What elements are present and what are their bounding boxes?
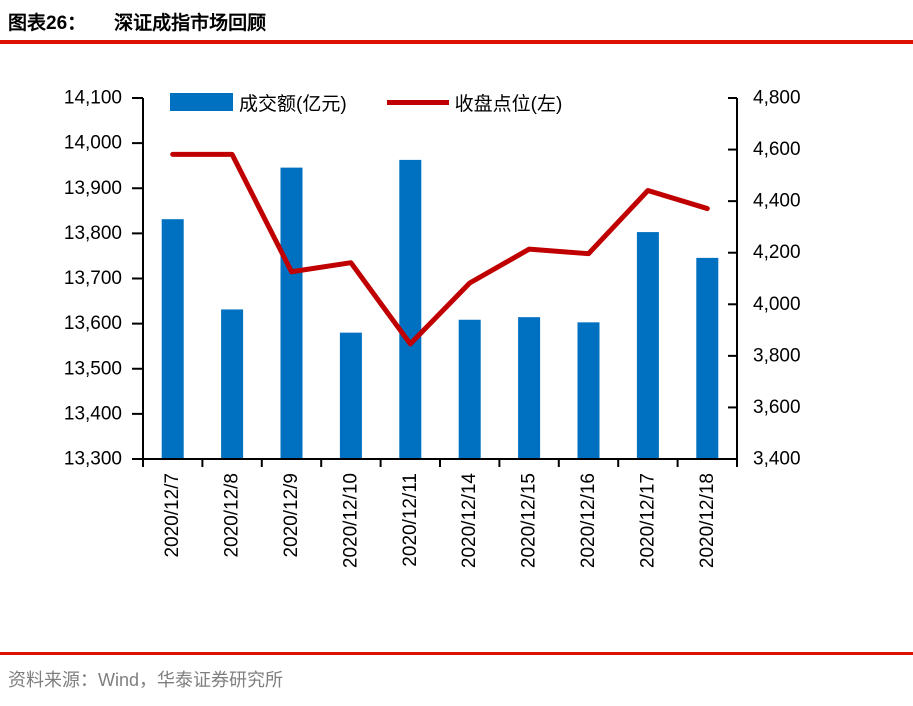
- bar-2020/12/18: [696, 257, 719, 459]
- footer-divider: [0, 652, 913, 655]
- bar-2020/12/15: [518, 317, 541, 459]
- y-left-tick-label: 13,600: [64, 313, 122, 334]
- bar-2020/12/11: [399, 159, 422, 459]
- legend-bar-swatch: [170, 93, 233, 111]
- y-right-tick-label: 4,800: [753, 88, 801, 109]
- y-right-tick-label: 4,000: [753, 294, 801, 315]
- line-series: [170, 151, 710, 347]
- y-right-tick-label: 3,600: [753, 397, 801, 418]
- bar-2020/12/17: [636, 232, 659, 459]
- y-right-tick-label: 4,400: [753, 191, 801, 212]
- x-category-label: 2020/12/9: [281, 473, 302, 558]
- x-category-label: 2020/12/18: [697, 473, 718, 568]
- bar-2020/12/8: [221, 309, 244, 459]
- y-right-tick-label: 4,200: [753, 242, 801, 263]
- figure-title: 图表26： 深证成指市场回顾: [8, 8, 266, 35]
- chart-legend: 成交额(亿元) 收盘点位(左): [170, 86, 562, 118]
- legend-line-label: 收盘点位(左): [454, 93, 563, 115]
- bar-2020/12/9: [280, 167, 303, 459]
- y-right-tick-label: 3,800: [753, 345, 801, 366]
- x-category-label: 2020/12/7: [162, 473, 183, 558]
- bar-2020/12/10: [339, 332, 362, 459]
- bar-2020/12/7: [161, 219, 184, 459]
- y-left-tick-label: 13,700: [64, 268, 122, 289]
- figure-label: 图表26：: [8, 13, 87, 34]
- x-category-label: 2020/12/16: [578, 473, 599, 568]
- y-left-tick-label: 13,500: [64, 358, 122, 379]
- x-category-label: 2020/12/15: [519, 473, 540, 568]
- source-note: 资料来源：Wind，华泰证券研究所: [8, 670, 284, 690]
- y-left-tick-label: 13,300: [64, 449, 122, 470]
- y-right-tick-label: 3,400: [753, 449, 801, 470]
- y-left-tick-label: 14,000: [64, 133, 122, 154]
- legend-bar-label: 成交额(亿元): [239, 93, 347, 115]
- x-category-label: 2020/12/14: [459, 473, 480, 569]
- bar-2020/12/14: [458, 319, 481, 459]
- bar-2020/12/16: [577, 322, 600, 459]
- title-divider: [0, 40, 913, 44]
- x-category-label: 2020/12/17: [637, 473, 658, 568]
- y-right-tick-label: 4,600: [753, 139, 801, 160]
- x-category-label: 2020/12/11: [400, 473, 421, 567]
- y-left-tick-label: 13,400: [64, 403, 122, 424]
- y-left-tick-label: 13,800: [64, 223, 122, 244]
- legend-line-swatch: [386, 99, 449, 105]
- combo-chart: 14,100 14,000 13,900 13,800 13,700 13,600 13,5…: [64, 88, 801, 569]
- figure-title-text: 深证成指市场回顾: [114, 13, 267, 34]
- y-left-tick-label: 13,900: [64, 178, 122, 199]
- x-category-label: 2020/12/10: [340, 473, 361, 568]
- x-category-label: 2020/12/8: [222, 473, 243, 558]
- y-left-tick-label: 14,100: [64, 88, 122, 109]
